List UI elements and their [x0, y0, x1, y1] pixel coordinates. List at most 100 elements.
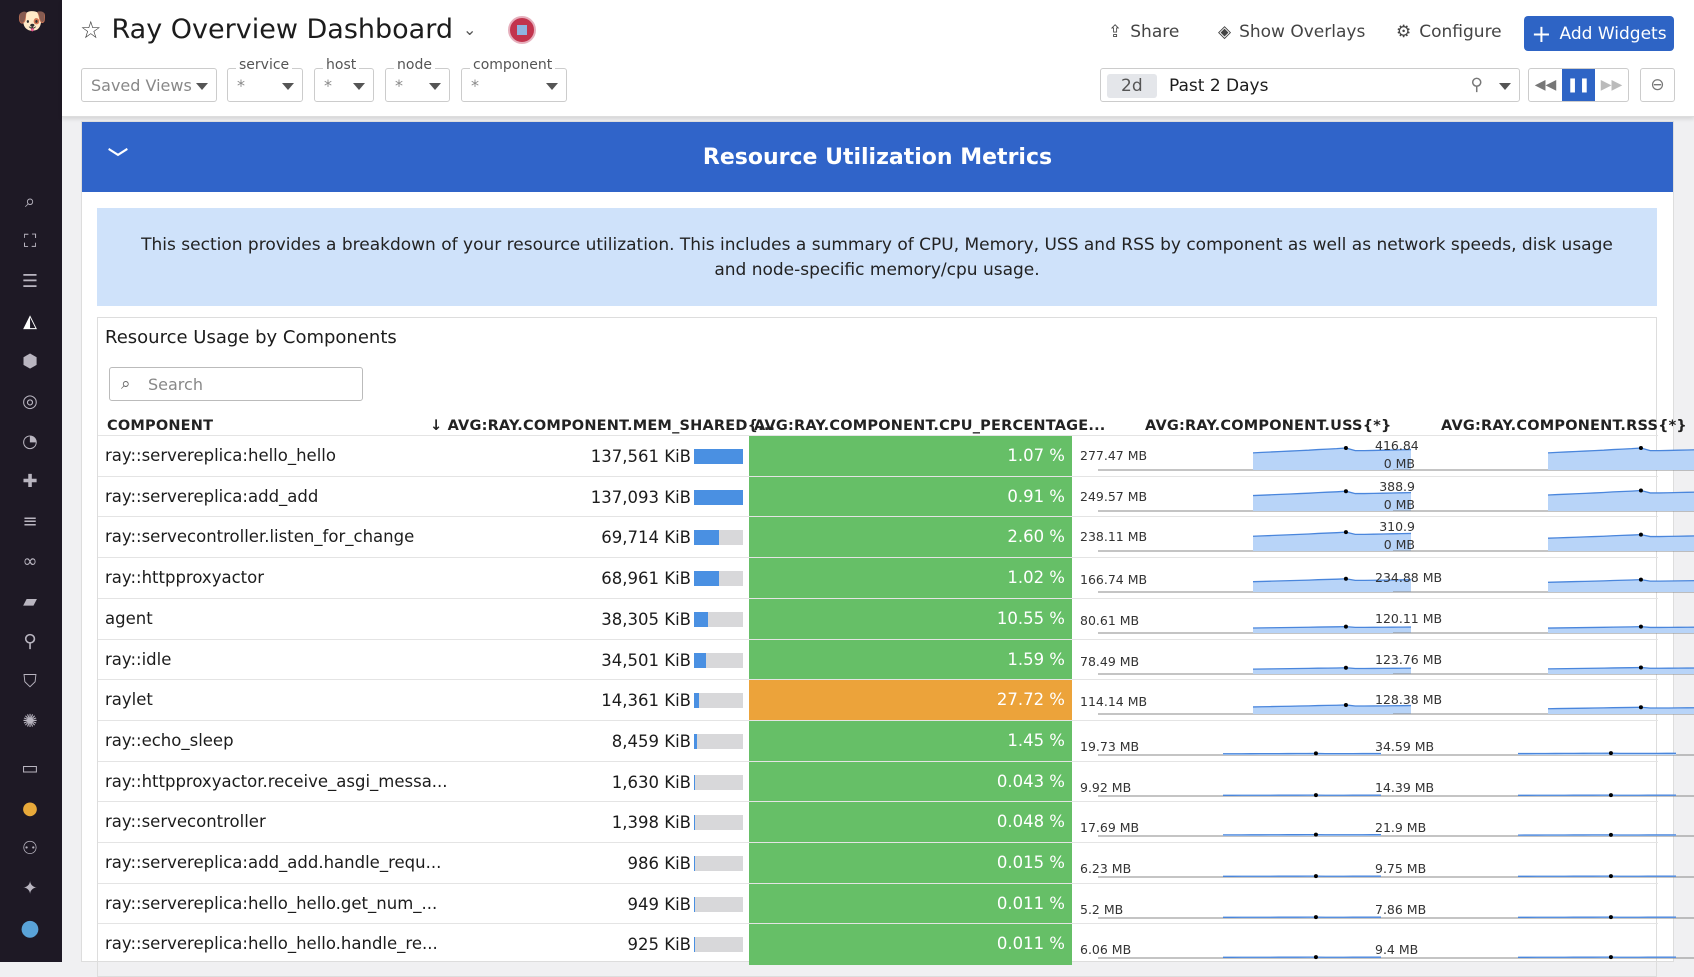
component-name[interactable]: agent: [105, 608, 153, 628]
component-name[interactable]: ray::servecontroller.listen_for_change: [105, 527, 415, 547]
search-icon[interactable]: ⌕: [24, 191, 36, 212]
mem-shared-bar-fill: [694, 937, 696, 953]
time-range-select[interactable]: 2d Past 2 Days ⚲: [1100, 68, 1520, 102]
mem-shared-value: 69,714 KiB: [601, 528, 691, 548]
gauge-icon[interactable]: ◔: [22, 431, 38, 452]
show-overlays-button[interactable]: ◈ Show Overlays: [1218, 22, 1365, 42]
column-header-component[interactable]: COMPONENT: [107, 418, 214, 434]
column-header-uss[interactable]: AVG:RAY.COMPONENT.USS{*}: [1145, 418, 1392, 434]
list-icon[interactable]: ☰: [21, 271, 39, 292]
rss-value: 14.39 MB: [1375, 779, 1435, 795]
table-row[interactable]: ray::servereplica:hello_hello 137,561 Ki…: [98, 435, 1694, 477]
sparkle-icon[interactable]: ✦: [22, 878, 38, 899]
rss-value: 310.9: [1379, 519, 1415, 535]
component-name[interactable]: ray::httpproxyactor: [105, 568, 264, 588]
chevron-down-icon[interactable]: ⌄: [462, 20, 477, 39]
mem-shared-bar-fill: [694, 896, 696, 912]
sparkline: [1393, 705, 1694, 715]
component-filter[interactable]: component *: [461, 57, 567, 102]
component-name[interactable]: ray::servecontroller: [105, 812, 266, 832]
service-filter[interactable]: service *: [227, 57, 303, 102]
link-icon[interactable]: ∞: [22, 551, 38, 572]
dashboard-header: ☆ Ray Overview Dashboard ⌄ Saved Views s…: [62, 0, 1694, 117]
zoom-out-button[interactable]: ⊖: [1640, 68, 1675, 102]
filter-value: *: [471, 76, 479, 95]
uss-value: 17.69 MB: [1080, 820, 1140, 836]
component-name[interactable]: ray::servereplica:add_add: [105, 486, 319, 506]
notebook-icon[interactable]: ▰: [23, 591, 37, 612]
mem-shared-bar-fill: [694, 652, 707, 668]
section-header[interactable]: ﹀ Resource Utilization Metrics: [82, 122, 1673, 192]
search-input[interactable]: ⌕ Search: [109, 367, 363, 401]
table-row[interactable]: ray::servereplica:add_add 137,093 KiB 0.…: [98, 475, 1694, 518]
watchdog-icon[interactable]: ⚲: [23, 631, 37, 652]
table-row[interactable]: ray::servecontroller 1,398 KiB 0.048 % 1…: [98, 801, 1694, 844]
help-icon[interactable]: ●: [22, 798, 38, 819]
sparkline: [1098, 955, 1411, 960]
add-widgets-button[interactable]: + Add Widgets: [1524, 16, 1674, 51]
apm-icon[interactable]: ◎: [22, 391, 38, 412]
table-row[interactable]: ray::servereplica:hello_hello.get_num_..…: [98, 882, 1694, 925]
component-name[interactable]: ray::echo_sleep: [105, 730, 234, 750]
dashboard-chart-icon[interactable]: ◭: [23, 311, 37, 332]
table-row[interactable]: ray::httpproxyactor.receive_asgi_messa..…: [98, 760, 1694, 803]
layers-icon: ◈: [1218, 22, 1232, 42]
component-name[interactable]: ray::servereplica:add_add.handle_requ...: [105, 853, 442, 872]
pin-icon[interactable]: ⚲: [1470, 75, 1483, 95]
gear-icon: ⚙: [1396, 22, 1412, 42]
network-icon[interactable]: ✺: [22, 711, 38, 732]
saved-views-label: Saved Views: [91, 76, 192, 95]
table-row[interactable]: raylet 14,361 KiB 27.72 % 114.14 MB 128.…: [98, 679, 1694, 722]
collapse-chevron-icon[interactable]: ﹀: [108, 146, 128, 170]
uss-value: 166.74 MB: [1080, 572, 1148, 588]
component-name[interactable]: ray::httpproxyactor.receive_asgi_messa..…: [105, 771, 448, 791]
component-name[interactable]: raylet: [105, 690, 153, 710]
table-row[interactable]: ray::idle 34,501 KiB 1.59 % 78.49 MB 123…: [98, 638, 1694, 681]
logs-filter-icon[interactable]: ≡: [22, 511, 38, 532]
sparkline: [1393, 577, 1694, 593]
component-name[interactable]: ray::servereplica:hello_hello: [105, 446, 336, 465]
mem-shared-value: 949 KiB: [627, 894, 691, 914]
integrations-puzzle-icon[interactable]: ✚: [22, 471, 38, 492]
team-icon[interactable]: ⚇: [21, 838, 39, 859]
column-header-mem-shared[interactable]: ↓ AVG:RAY.COMPONENT.MEM_SHARED{...: [430, 418, 775, 434]
column-header-cpu[interactable]: AVG:RAY.COMPONENT.CPU_PERCENTAGE...: [754, 418, 1106, 434]
component-name[interactable]: ray::servereplica:hello_hello.get_num_..…: [105, 893, 438, 913]
table-row[interactable]: ray::servereplica:hello_hello.handle_re.…: [98, 923, 1694, 966]
chat-icon[interactable]: ▭: [21, 758, 39, 779]
pause-icon[interactable]: ❚❚: [1562, 69, 1595, 101]
column-header-rss[interactable]: AVG:RAY.COMPONENT.RSS{*}: [1441, 418, 1687, 434]
configure-button[interactable]: ⚙ Configure: [1396, 22, 1502, 42]
sparkline: [1393, 664, 1694, 674]
mem-shared-value: 14,361 KiB: [601, 691, 691, 711]
sparkline: [1393, 532, 1694, 552]
sparkline: [1098, 832, 1411, 837]
component-name[interactable]: ray::idle: [105, 649, 172, 669]
table-row[interactable]: ray::servereplica:add_add.handle_requ...…: [98, 842, 1694, 884]
table-row[interactable]: agent 38,305 KiB 10.55 % 80.61 MB 120.11…: [98, 597, 1694, 640]
playback-controls: ◀◀ ❚❚ ▶▶: [1528, 68, 1629, 102]
rss-value: 128.38 MB: [1375, 692, 1443, 708]
share-button[interactable]: ⇪ Share: [1108, 22, 1179, 42]
binoculars-icon[interactable]: ⛶: [23, 231, 37, 252]
cpu-percentage-cell: 1.59 %: [749, 639, 1072, 681]
host-filter[interactable]: host *: [314, 57, 374, 102]
rewind-icon[interactable]: ◀◀: [1534, 77, 1557, 93]
fast-forward-icon[interactable]: ▶▶: [1600, 77, 1623, 93]
node-filter[interactable]: node *: [385, 57, 450, 102]
security-shield-icon[interactable]: ⛉: [23, 671, 37, 692]
table-row[interactable]: ray::servecontroller.listen_for_change 6…: [98, 516, 1694, 559]
mem-shared-bar: [694, 774, 743, 790]
table-row[interactable]: ray::httpproxyactor 68,961 KiB 1.02 % 16…: [98, 557, 1694, 600]
cpu-percentage-cell: 0.011 %: [749, 883, 1072, 925]
caret-down-icon: [196, 83, 208, 90]
rss-value: 34.59 MB: [1375, 738, 1435, 754]
datadog-logo-icon[interactable]: 🐶: [17, 7, 47, 35]
zoom-out-icon: ⊖: [1650, 75, 1665, 95]
infrastructure-icon[interactable]: ⬢: [22, 351, 38, 372]
component-name[interactable]: ray::servereplica:hello_hello.handle_re.…: [105, 934, 438, 954]
user-avatar-icon[interactable]: ●: [20, 916, 40, 941]
saved-views-select[interactable]: Saved Views: [81, 68, 217, 102]
favorite-star-icon[interactable]: ☆: [80, 15, 102, 44]
table-row[interactable]: ray::echo_sleep 8,459 KiB 1.45 % 19.73 M…: [98, 719, 1694, 762]
